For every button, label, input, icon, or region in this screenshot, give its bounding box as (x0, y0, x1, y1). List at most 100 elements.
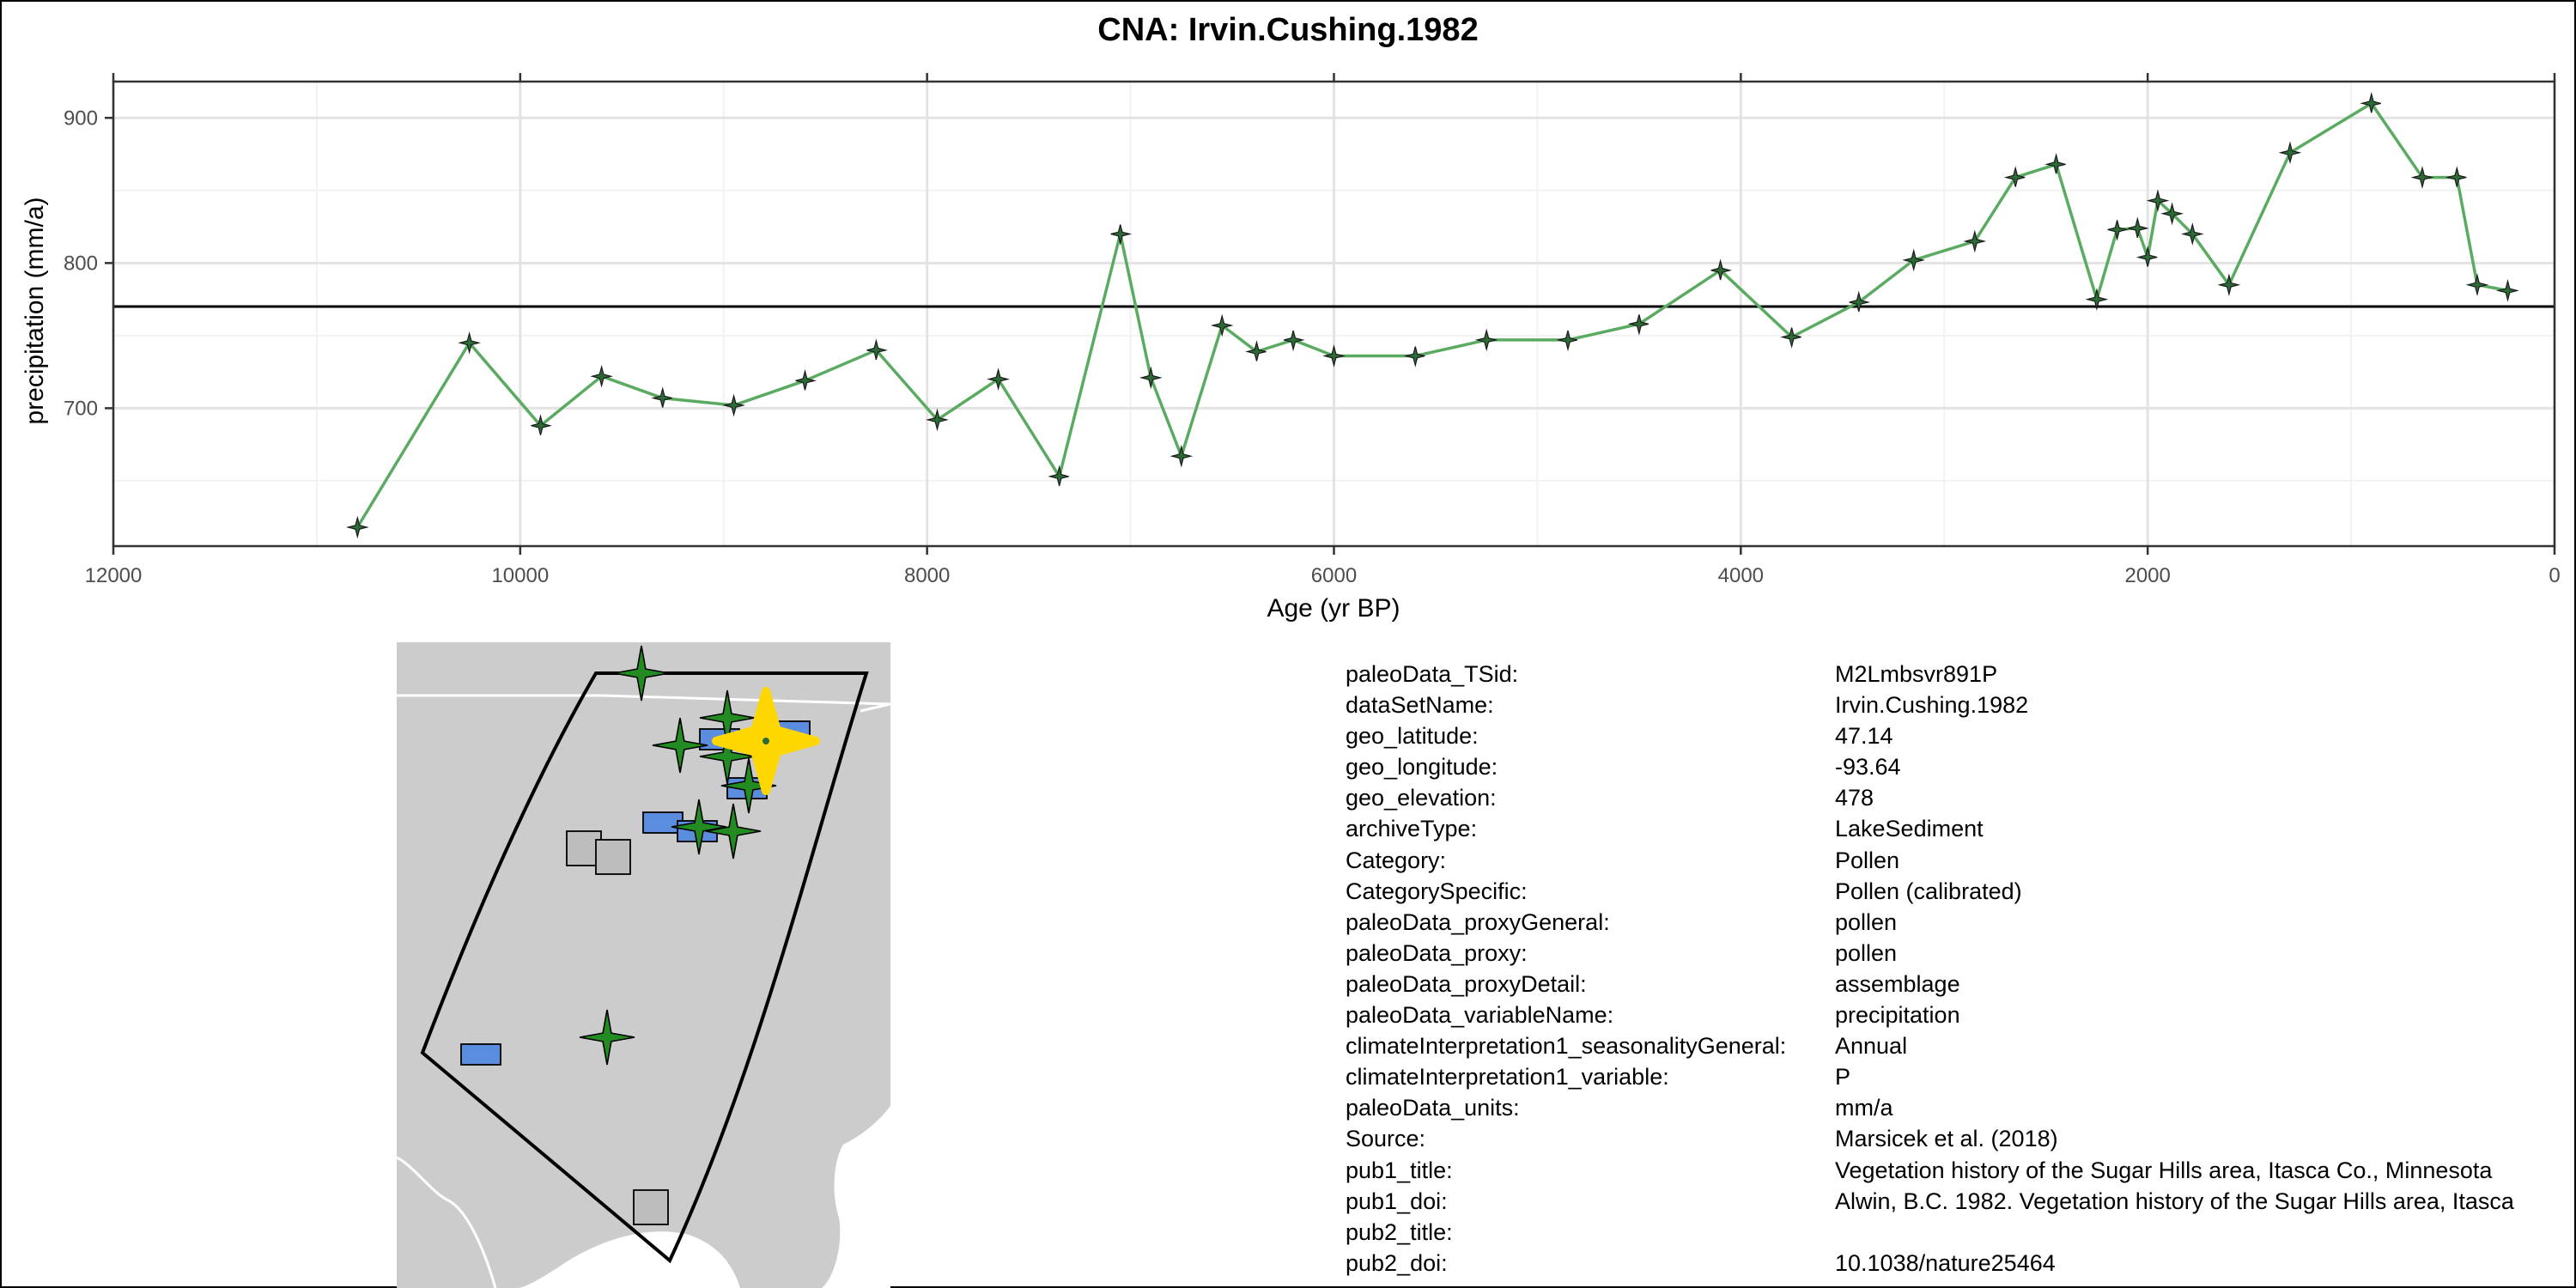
metadata-value: 478 (1835, 785, 1874, 811)
site-star-marker (613, 645, 670, 702)
metadata-row: geo_longitude: -93.64 (1346, 751, 2569, 782)
state-border (397, 694, 890, 706)
y-axis-label: precipitation (mm/a) (21, 197, 49, 424)
metadata-value: 47.14 (1835, 723, 1893, 750)
site-star-marker (652, 717, 708, 774)
metadata-row: archiveType: LakeSediment (1346, 813, 2569, 844)
data-point (1474, 328, 1498, 352)
metadata-row: geo_elevation: 478 (1346, 782, 2569, 813)
data-point (2044, 153, 2066, 174)
x-tick-label: 12000 (85, 564, 143, 587)
metadata-key: climateInterpretation1_variable: (1346, 1064, 1669, 1091)
data-points (345, 92, 2519, 539)
chart-title: CNA: Irvin.Cushing.1982 (1097, 12, 1479, 48)
metadata-key: geo_elevation: (1346, 785, 1497, 811)
metadata-key: paleoData_TSid: (1346, 661, 1519, 687)
site-star-marker (671, 799, 727, 855)
data-point (2360, 92, 2381, 113)
metadata-key: pub2_title: (1346, 1218, 1453, 1245)
data-point (1780, 327, 1801, 349)
metadata-value: P (1835, 1064, 1851, 1091)
metadata-row: Source: Marsicek et al. (2018) (1346, 1123, 2569, 1154)
data-point (926, 408, 949, 432)
x-tick-label: 8000 (904, 564, 950, 587)
data-point (987, 368, 1010, 391)
site-square-marker (595, 839, 631, 875)
metadata-value: -93.64 (1835, 754, 1901, 781)
data-point (1403, 346, 1425, 368)
x-tick-label: 10000 (491, 564, 549, 587)
site-square-marker (633, 1189, 669, 1225)
data-point (1245, 340, 1267, 361)
axes: 12000 10000 8000 6000 4000 2000 0 700 800 900 (64, 73, 2561, 587)
data-point (1110, 224, 1133, 246)
state-border (397, 1156, 497, 1288)
metadata-key: archiveType: (1346, 816, 1478, 842)
data-point (458, 331, 481, 355)
data-point (1556, 330, 1578, 352)
site-star-marker (579, 1009, 635, 1066)
y-tick-label: 800 (64, 252, 98, 275)
metadata-value: Alwin, B.C. 1982. Vegetation history of … (1835, 1188, 2514, 1214)
metadata-key: climateInterpretation1_seasonalityGenera… (1346, 1033, 1787, 1060)
metadata-row: pub1_doi: Alwin, B.C. 1982. Vegetation hi… (1346, 1186, 2569, 1217)
metadata-row: paleoData_units: mm/a (1346, 1092, 2569, 1123)
x-tick-label: 4000 (1718, 564, 1764, 587)
metadata-value: mm/a (1835, 1095, 1893, 1121)
data-point (2146, 189, 2170, 212)
metadata-row: climateInterpretation1_seasonalityGenera… (1346, 1030, 2569, 1061)
data-point (1627, 314, 1649, 336)
data-point (2445, 166, 2467, 187)
site-map (397, 642, 890, 1288)
data-point (795, 368, 817, 391)
data-point (2217, 273, 2241, 297)
metadata-key: pub1_doi: (1346, 1188, 1448, 1214)
data-point (1902, 248, 1926, 272)
site-markers (460, 645, 820, 1225)
data-point (1048, 465, 1069, 487)
data-point (2085, 288, 2109, 311)
metadata-row: CategorySpecific: Pollen (calibrated) (1346, 876, 2569, 907)
metadata-row: dataSetName: Irvin.Cushing.1982 (1346, 690, 2569, 720)
site-rect-marker (642, 811, 683, 834)
data-point (1710, 258, 1732, 280)
metadata-key: geo_latitude: (1346, 723, 1479, 750)
x-tick-label: 2000 (2124, 564, 2170, 587)
data-point (1322, 344, 1346, 368)
y-tick-label: 700 (64, 397, 98, 420)
metadata-value: Vegetation history of the Sugar Hills ar… (1835, 1157, 2493, 1183)
data-point (1283, 330, 1305, 352)
data-point (651, 386, 672, 408)
metadata-key: CategorySpecific: (1346, 878, 1528, 904)
metadata-row: paleoData_proxyGeneral: pollen (1346, 907, 2569, 938)
region-outline (420, 671, 869, 1264)
data-point (345, 515, 369, 539)
data-point (722, 393, 745, 417)
metadata-row: paleoData_variableName: precipitation (1346, 999, 2569, 1030)
metadata-row: paleoData_TSid: M2Lmbsvr891P (1346, 659, 2569, 690)
metadata-row: geo_latitude: 47.14 (1346, 720, 2569, 751)
y-tick-label: 900 (64, 106, 98, 130)
metadata-row: pub2_title: (1346, 1217, 2569, 1248)
data-point (531, 414, 552, 435)
grid (112, 82, 2556, 546)
metadata-value: Annual (1835, 1033, 1908, 1060)
metadata-value: M2Lmbsvr891P (1835, 661, 1998, 687)
data-point (1849, 290, 1871, 313)
metadata-value: pollen (1835, 908, 1898, 935)
metadata-key: Source: (1346, 1126, 1426, 1152)
metadata-value: Pollen (1835, 847, 1900, 873)
data-point (590, 364, 613, 388)
metadata-row: paleoData_proxyDetail: assemblage (1346, 969, 2569, 999)
metadata-value: LakeSediment (1835, 816, 1984, 842)
data-point (866, 338, 888, 360)
metadata-key: paleoData_variableName: (1346, 1002, 1614, 1029)
metadata-row: pub2_doi: 10.1038/nature25464 (1346, 1248, 2569, 1279)
x-tick-label: 0 (2549, 564, 2560, 587)
data-point (2136, 246, 2158, 267)
data-point (1139, 366, 1163, 390)
metadata-key: pub2_doi: (1346, 1249, 1448, 1276)
metadata-value: Irvin.Cushing.1982 (1835, 692, 2029, 719)
data-point (2180, 222, 2204, 246)
